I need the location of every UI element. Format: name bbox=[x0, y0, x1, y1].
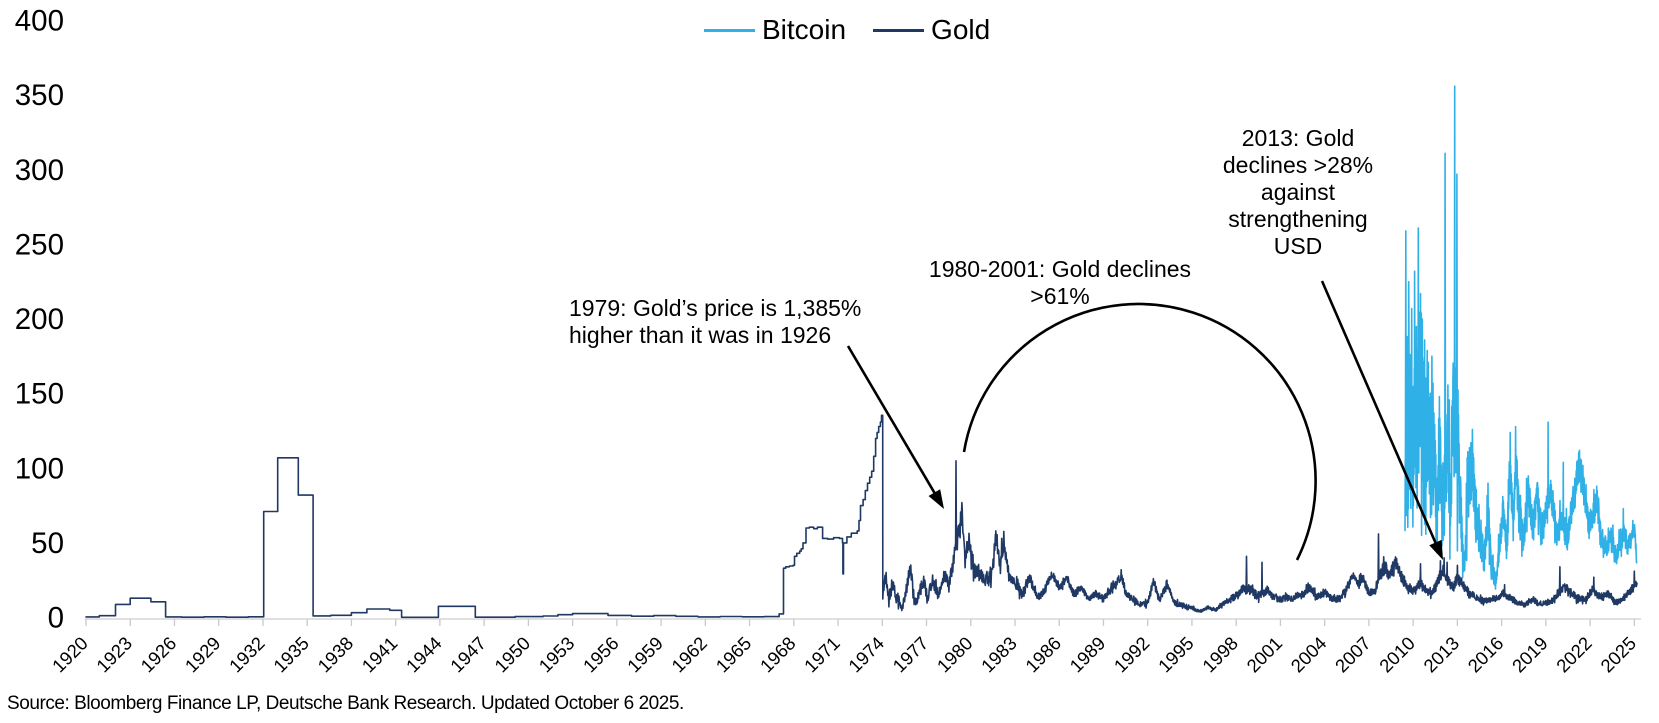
ann-1980-arc bbox=[962, 302, 1317, 561]
x-axis-label: 2007 bbox=[1331, 632, 1375, 676]
x-axis-label: 1989 bbox=[1065, 632, 1109, 676]
x-axis-label: 2013 bbox=[1419, 632, 1463, 676]
x-axis-label: 1929 bbox=[181, 632, 225, 676]
ann-1979-arrow-line bbox=[846, 345, 938, 497]
x-axis-label: 1941 bbox=[358, 632, 402, 676]
x-axis-label: 2001 bbox=[1242, 632, 1286, 676]
x-axis-label: 1974 bbox=[844, 632, 888, 676]
x-axis-label: 1965 bbox=[711, 632, 755, 676]
x-axis-label: 1953 bbox=[534, 632, 578, 676]
x-axis-label: 1998 bbox=[1198, 632, 1242, 676]
x-axis-label: 2010 bbox=[1375, 632, 1419, 676]
x-axis-label: 2022 bbox=[1552, 632, 1596, 676]
x-axis-label: 1947 bbox=[446, 632, 490, 676]
x-axis-label: 1983 bbox=[977, 632, 1021, 676]
ann-2013-arrow-line bbox=[1320, 280, 1439, 547]
x-axis-label: 1923 bbox=[92, 632, 136, 676]
y-axis-label: 150 bbox=[15, 378, 64, 411]
x-axis-label: 1986 bbox=[1021, 632, 1065, 676]
y-axis-label: 300 bbox=[15, 154, 64, 187]
x-axis-label: 1938 bbox=[313, 632, 357, 676]
annotation-1979-gold-price: 1979: Gold’s price is 1,385% higher than… bbox=[569, 295, 862, 348]
legend-item-gold: Gold bbox=[873, 15, 990, 45]
legend-label-gold: Gold bbox=[931, 14, 991, 45]
source-note: Source: Bloomberg Finance LP, Deutsche B… bbox=[7, 693, 684, 714]
x-axis-label: 2019 bbox=[1508, 632, 1552, 676]
x-axis-label: 1995 bbox=[1154, 632, 1198, 676]
x-axis-label: 2025 bbox=[1596, 632, 1640, 676]
x-axis-label: 1959 bbox=[623, 632, 667, 676]
annotation-2013-gold-declines: 2013: Gold declines >28% against strengt… bbox=[1222, 125, 1374, 259]
x-axis-label: 1992 bbox=[1110, 632, 1154, 676]
y-axis-label: 350 bbox=[15, 79, 64, 112]
x-axis-label: 1956 bbox=[579, 632, 623, 676]
legend: Bitcoin Gold bbox=[704, 15, 990, 45]
x-axis-label: 1971 bbox=[800, 632, 844, 676]
x-axis-label: 1935 bbox=[269, 632, 313, 676]
x-axis-label: 1920 bbox=[48, 632, 92, 676]
x-axis-label: 1968 bbox=[756, 632, 800, 676]
ann-1979-arrow-head bbox=[928, 489, 944, 509]
y-axis-label: 250 bbox=[15, 228, 64, 261]
x-axis-label: 1932 bbox=[225, 632, 269, 676]
y-axis-label: 50 bbox=[31, 527, 64, 560]
x-axis-label: 1926 bbox=[136, 632, 180, 676]
x-axis-label: 1944 bbox=[402, 632, 446, 676]
x-axis-label: 1980 bbox=[933, 632, 977, 676]
gold-line-swatch bbox=[873, 28, 925, 32]
x-axis-label: 1950 bbox=[490, 632, 534, 676]
y-axis-label: 200 bbox=[15, 303, 64, 336]
y-axis-label: 0 bbox=[48, 602, 64, 635]
series-bitcoin-line bbox=[1404, 85, 1638, 590]
legend-label-bitcoin: Bitcoin bbox=[762, 14, 847, 45]
ann-2013-arrow-head bbox=[1429, 539, 1443, 560]
legend-item-bitcoin: Bitcoin bbox=[704, 15, 846, 45]
x-axis-label: 2016 bbox=[1463, 632, 1507, 676]
x-axis-label: 1962 bbox=[667, 632, 711, 676]
x-axis-label: 2004 bbox=[1287, 632, 1331, 676]
y-axis-label: 400 bbox=[15, 5, 64, 38]
y-axis-label: 100 bbox=[15, 452, 64, 485]
x-axis-label: 1977 bbox=[888, 632, 932, 676]
series-gold-line bbox=[85, 414, 1638, 619]
annotation-1980-2001-gold-declines: 1980-2001: Gold declines >61% bbox=[928, 256, 1192, 309]
bitcoin-line-swatch bbox=[704, 28, 755, 32]
